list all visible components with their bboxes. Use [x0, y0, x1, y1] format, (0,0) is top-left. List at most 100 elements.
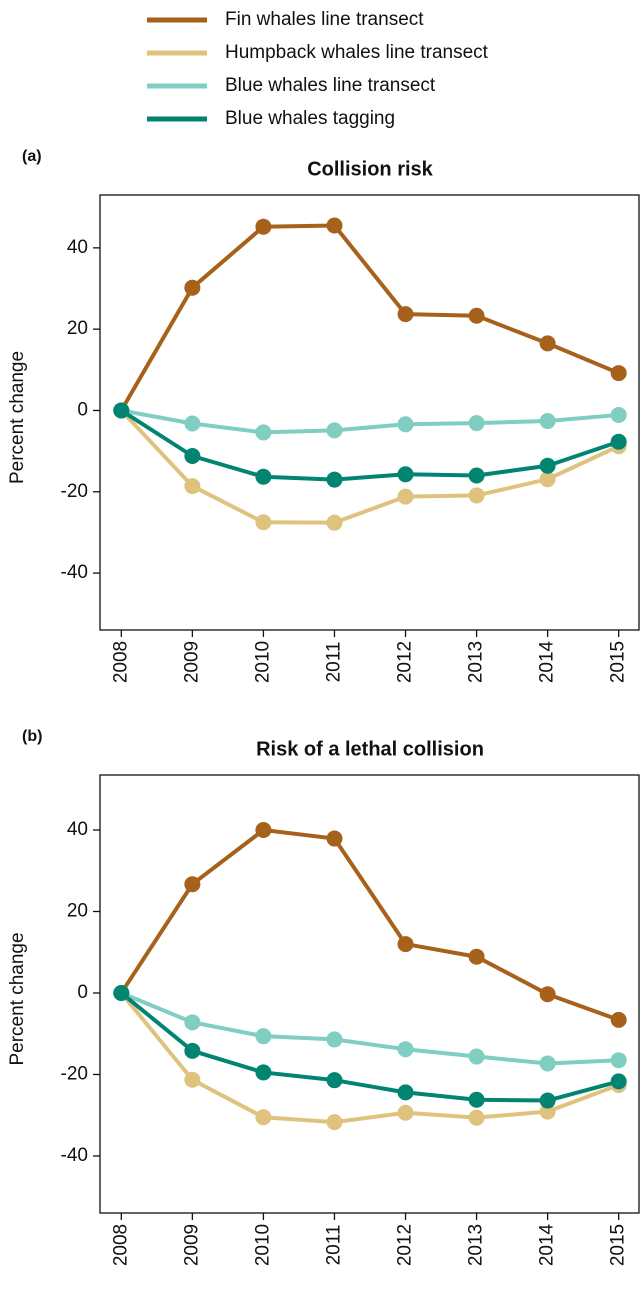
- data-point: [184, 448, 201, 464]
- y-axis-label: Percent change: [7, 932, 28, 1065]
- data-point: [255, 1064, 272, 1081]
- x-tick-label: 2014: [537, 1223, 558, 1266]
- data-point: [539, 457, 556, 474]
- data-point: [468, 307, 485, 324]
- data-point: [468, 948, 485, 965]
- panel-label: (b): [22, 728, 42, 745]
- x-tick-label: 2014: [537, 640, 558, 683]
- data-point: [397, 416, 414, 433]
- data-point: [326, 514, 343, 531]
- data-point: [539, 471, 556, 488]
- legend-label: Humpback whales line transect: [225, 42, 489, 63]
- data-point: [539, 1103, 556, 1120]
- data-point: [326, 1072, 343, 1089]
- y-axis-label: Percent change: [7, 351, 28, 484]
- data-point: [326, 422, 343, 439]
- x-tick-label: 2010: [252, 641, 273, 683]
- data-point: [539, 413, 556, 430]
- y-tick-label: -40: [61, 562, 88, 583]
- panel-label: (a): [22, 148, 42, 165]
- series-line: [120, 408, 620, 482]
- x-tick-label: 2008: [110, 1224, 131, 1266]
- data-point: [255, 424, 272, 441]
- data-point: [184, 478, 201, 495]
- x-tick-label: 2008: [110, 641, 131, 683]
- data-point: [255, 468, 272, 485]
- series-line: [119, 828, 620, 1022]
- x-tick-label: 2012: [395, 1224, 416, 1266]
- data-point: [468, 1048, 485, 1065]
- legend-label: Fin whales line transect: [225, 9, 424, 30]
- chart-title: Risk of a lethal collision: [256, 738, 484, 760]
- data-point: [113, 984, 130, 1001]
- series-line: [120, 408, 619, 435]
- x-tick-label: 2009: [181, 1224, 202, 1266]
- data-point: [397, 936, 414, 953]
- y-tick-label: 0: [77, 399, 88, 420]
- x-tick-label: 2010: [252, 1224, 273, 1266]
- legend-label: Blue whales tagging: [225, 108, 395, 129]
- data-point: [326, 217, 343, 234]
- x-tick-label: 2011: [323, 1225, 344, 1266]
- y-tick-label: 20: [67, 318, 88, 339]
- data-point: [255, 514, 272, 531]
- data-point: [397, 1084, 414, 1101]
- data-point: [184, 876, 201, 893]
- data-point: [610, 1011, 627, 1028]
- legend-label: Blue whales line transect: [225, 75, 436, 96]
- data-point: [397, 488, 414, 505]
- plot-frame: [99, 774, 640, 1214]
- series-line: [119, 223, 620, 412]
- data-point: [539, 1092, 556, 1109]
- data-point: [255, 218, 272, 235]
- y-tick-label: -20: [61, 1063, 88, 1084]
- y-tick-label: 20: [67, 901, 88, 922]
- data-point: [326, 830, 343, 847]
- data-point: [468, 1109, 485, 1126]
- x-tick-label: 2015: [608, 1224, 629, 1266]
- series-line: [119, 991, 620, 1125]
- data-point: [326, 1031, 343, 1048]
- x-tick-label: 2015: [608, 641, 629, 683]
- data-point: [184, 1042, 201, 1059]
- x-tick-label: 2012: [395, 641, 416, 683]
- series-line: [120, 991, 619, 1066]
- data-point: [468, 467, 485, 484]
- data-point: [397, 466, 414, 483]
- y-tick-label: -20: [61, 481, 88, 502]
- data-point: [539, 1055, 556, 1072]
- data-point: [468, 487, 485, 504]
- data-point: [184, 1071, 201, 1088]
- data-point: [184, 279, 201, 296]
- data-point: [610, 406, 627, 423]
- data-point: [468, 415, 485, 432]
- series-line: [119, 409, 620, 525]
- x-tick-label: 2011: [323, 642, 344, 683]
- data-point: [610, 365, 627, 382]
- data-point: [184, 1014, 201, 1031]
- data-point: [610, 1073, 627, 1090]
- y-tick-label: -40: [61, 1145, 88, 1166]
- y-tick-label: 40: [67, 819, 88, 840]
- data-point: [255, 1028, 272, 1045]
- data-point: [610, 1052, 627, 1069]
- series-line: [120, 991, 620, 1103]
- y-tick-label: 0: [77, 982, 88, 1003]
- data-point: [255, 822, 272, 839]
- data-point: [255, 1109, 272, 1126]
- data-point: [397, 1041, 414, 1058]
- data-point: [539, 335, 556, 352]
- y-tick-label: 40: [67, 237, 88, 258]
- data-point: [184, 415, 201, 432]
- data-point: [397, 306, 414, 323]
- chart-title: Collision risk: [307, 158, 433, 180]
- data-point: [113, 402, 130, 419]
- x-tick-label: 2013: [466, 1224, 487, 1266]
- data-point: [397, 1104, 414, 1121]
- x-tick-label: 2013: [466, 641, 487, 683]
- data-point: [326, 1114, 343, 1131]
- data-point: [539, 986, 556, 1003]
- plot-frame: [99, 194, 640, 631]
- data-point: [326, 471, 343, 488]
